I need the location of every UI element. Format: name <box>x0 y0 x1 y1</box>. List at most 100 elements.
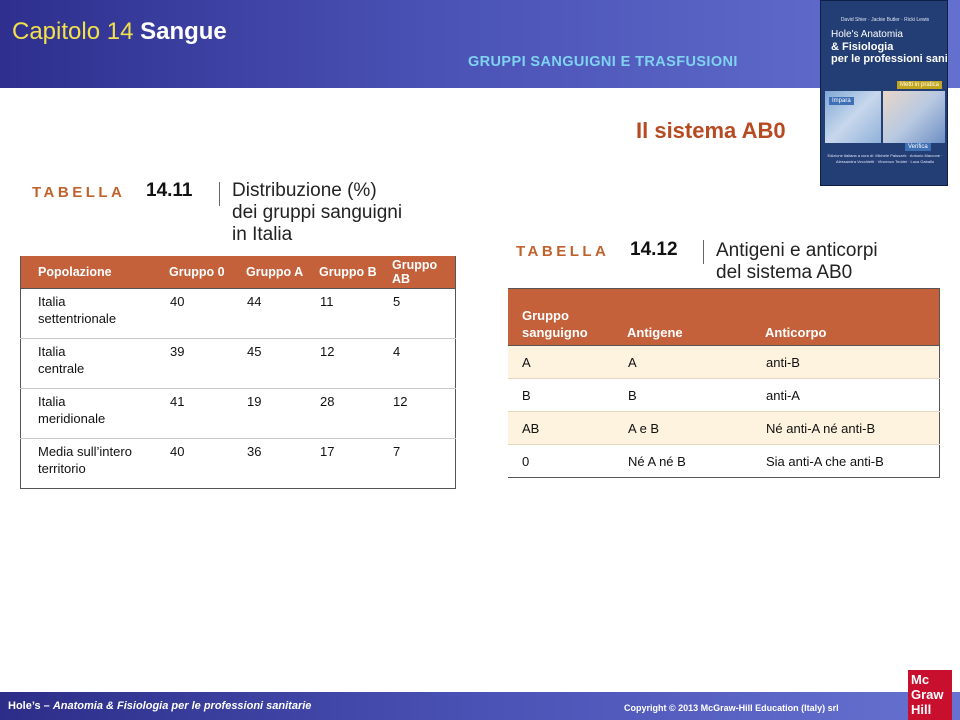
column-header: Gruppo AB <box>392 256 456 289</box>
table-row: AB A e B Né anti-A né anti-B <box>508 411 940 445</box>
population-line: meridionale <box>38 411 106 426</box>
header-band: Capitolo 14 Sangue GRUPPI SANGUIGNI E TR… <box>0 0 960 88</box>
column-header: Gruppo 0 <box>169 256 246 289</box>
mcgraw-hill-logo: Mc Graw Hill <box>908 670 952 720</box>
logo-line: Mc <box>911 672 930 687</box>
antigen-cell: A <box>627 345 765 379</box>
value-cell: 36 <box>246 438 319 489</box>
value-cell: 12 <box>392 388 456 439</box>
table-row: A A anti-B <box>508 345 940 379</box>
value-cell: 45 <box>246 338 319 389</box>
value-cell: 11 <box>319 288 392 339</box>
cover-tag-impara: Impara <box>829 97 854 105</box>
table2-number: 14.12 <box>630 239 678 260</box>
table-row: Italia centrale 39 45 12 4 <box>20 338 456 389</box>
population-cell: Italia meridionale <box>20 388 169 439</box>
column-header-line: Gruppo <box>522 308 569 323</box>
group-cell: A <box>508 345 627 379</box>
group-cell: B <box>508 378 627 412</box>
cover-title-line1: Hole's Anatomia <box>831 29 903 40</box>
table1-label: TABELLA <box>32 184 126 201</box>
value-cell: 44 <box>246 288 319 339</box>
footer-band: Hole’s – Anatomia & Fisiologia per le pr… <box>0 692 960 720</box>
cover-tag-verifica: Verifica <box>905 143 931 151</box>
footer-copyright: Copyright © 2013 McGraw-Hill Education (… <box>624 703 839 713</box>
table2-caption-line: Antigeni e anticorpi <box>716 240 878 261</box>
table2-divider <box>703 240 704 264</box>
value-cell: 41 <box>169 388 246 439</box>
column-header: Antigene <box>627 288 765 346</box>
value-cell: 7 <box>392 438 456 489</box>
table-header-row: Gruppo sanguigno Antigene Anticorpo <box>508 288 940 346</box>
chapter-number: Capitolo 14 <box>12 18 134 45</box>
footer-book-title: Hole’s – Anatomia & Fisiologia per le pr… <box>8 700 311 712</box>
section-title: GRUPPI SANGUIGNI E TRASFUSIONI <box>468 54 738 70</box>
cover-photo-right <box>883 91 945 143</box>
book-cover-image: David Shier · Jackie Butler · Ricki Lewi… <box>820 0 948 186</box>
table-row: B B anti-A <box>508 378 940 412</box>
value-cell: 5 <box>392 288 456 339</box>
antigen-cell: B <box>627 378 765 412</box>
group-cell: AB <box>508 411 627 445</box>
table-row: Italia meridionale 41 19 28 12 <box>20 388 456 439</box>
table-row: Italia settentrionale 40 44 11 5 <box>20 288 456 339</box>
table2-caption: Antigeni e anticorpi del sistema AB0 <box>716 240 878 284</box>
value-cell: 19 <box>246 388 319 439</box>
table-row: Media sull’intero territorio 40 36 17 7 <box>20 438 456 489</box>
antibody-cell: Né anti-A né anti-B <box>765 411 940 445</box>
table-row: 0 Né A né B Sia anti-A che anti-B <box>508 444 940 478</box>
table-blood-group-distribution: Popolazione Gruppo 0 Gruppo A Gruppo B G… <box>20 256 456 489</box>
population-line: settentrionale <box>38 311 117 326</box>
value-cell: 4 <box>392 338 456 389</box>
population-line: Italia <box>38 394 66 409</box>
value-cell: 17 <box>319 438 392 489</box>
group-cell: 0 <box>508 444 627 478</box>
value-cell: 39 <box>169 338 246 389</box>
chapter-heading: Capitolo 14 Sangue <box>12 18 227 46</box>
table-header-row: Popolazione Gruppo 0 Gruppo A Gruppo B G… <box>20 256 456 289</box>
column-header-line: sanguigno <box>522 325 588 340</box>
antibody-cell: Sia anti-A che anti-B <box>765 444 940 478</box>
column-header: Gruppo A <box>246 256 319 289</box>
table1-number: 14.11 <box>146 180 193 201</box>
antigen-cell: Né A né B <box>627 444 765 478</box>
table1-divider <box>219 182 220 206</box>
antigen-cell: A e B <box>627 411 765 445</box>
cover-authors: David Shier · Jackie Butler · Ricki Lewi… <box>840 17 930 23</box>
column-header: Gruppo sanguigno <box>508 288 627 346</box>
population-cell: Italia centrale <box>20 338 169 389</box>
value-cell: 40 <box>169 438 246 489</box>
table1-caption-line: Distribuzione (%) <box>232 180 377 201</box>
cover-tag-metti-in-pratica: Metti in pratica <box>897 81 943 89</box>
population-cell: Italia settentrionale <box>20 288 169 339</box>
table1-caption-line: dei gruppi sanguigni <box>232 202 403 223</box>
logo-line: Hill <box>911 702 932 717</box>
column-header: Popolazione <box>20 256 169 289</box>
slide-subtitle: Il sistema AB0 <box>636 118 786 143</box>
cover-title-line3: per le professioni sanitarie <box>831 53 948 65</box>
table-antigens-antibodies: Gruppo sanguigno Antigene Anticorpo A A a… <box>508 288 940 478</box>
value-cell: 12 <box>319 338 392 389</box>
cover-title-line2: & Fisiologia <box>831 41 894 53</box>
population-line: Italia <box>38 344 66 359</box>
table1-caption: Distribuzione (%) dei gruppi sanguigni i… <box>232 180 402 246</box>
footer-book-subtitle: Anatomia & Fisiologia per le professioni… <box>52 700 312 712</box>
antibody-cell: anti-A <box>765 378 940 412</box>
table2-caption-line: del sistema AB0 <box>716 262 853 283</box>
column-header: Anticorpo <box>765 288 940 346</box>
population-line: centrale <box>38 361 85 376</box>
antibody-cell: anti-B <box>765 345 940 379</box>
footer-book-prefix: Hole’s – <box>8 700 53 712</box>
cover-editors: Edizione italiana a cura di: Michele Pal… <box>827 153 943 164</box>
population-line: Media sull’intero <box>38 444 132 459</box>
chapter-title: Sangue <box>140 18 227 45</box>
population-line: Italia <box>38 294 66 309</box>
table1-caption-line: in Italia <box>232 224 293 245</box>
column-header: Gruppo B <box>319 256 392 289</box>
value-cell: 40 <box>169 288 246 339</box>
value-cell: 28 <box>319 388 392 439</box>
population-cell: Media sull’intero territorio <box>20 438 169 489</box>
logo-line: Graw <box>911 687 944 702</box>
table2-label: TABELLA <box>516 243 610 260</box>
population-line: territorio <box>38 461 86 476</box>
